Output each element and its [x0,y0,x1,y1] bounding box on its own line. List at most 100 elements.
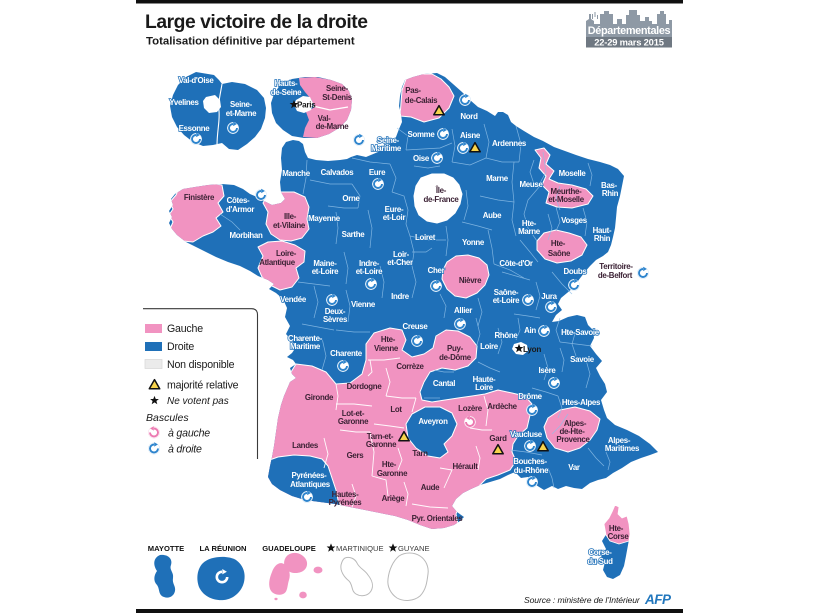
svg-text:Maritime: Maritime [371,144,402,153]
svg-text:Bas-: Bas- [601,181,618,190]
svg-text:Sarthe: Sarthe [342,230,366,239]
svg-text:Dordogne: Dordogne [347,382,383,391]
svg-text:du-Sud: du-Sud [587,557,613,566]
svg-text:Ille-: Ille- [284,212,297,221]
svg-text:Eure: Eure [369,168,386,177]
svg-text:et-Loire: et-Loire [493,296,520,305]
svg-text:Départementales: Départementales [588,25,671,37]
svg-text:Corse: Corse [608,532,630,541]
svg-text:Maritimes: Maritimes [605,444,640,453]
svg-text:Ardèche: Ardèche [487,402,517,411]
svg-text:de-Dôme: de-Dôme [439,353,472,362]
svg-text:Loiret: Loiret [415,233,436,242]
svg-text:Jura: Jura [541,292,557,301]
svg-text:Alpes-: Alpes- [564,419,587,428]
svg-text:Haute-: Haute- [473,375,496,384]
svg-text:Ne votent pas: Ne votent pas [167,396,229,407]
svg-text:Hte-: Hte- [551,239,566,248]
svg-text:Calvados: Calvados [321,168,355,177]
svg-text:Gauche: Gauche [167,323,203,335]
svg-text:Loire-: Loire- [276,249,297,258]
svg-text:Seine-: Seine- [326,84,349,93]
svg-text:Pyrénées-: Pyrénées- [291,471,327,480]
svg-text:Corse-: Corse- [588,548,612,557]
svg-text:Htes-Alpes: Htes-Alpes [562,398,601,407]
svg-text:à gauche: à gauche [168,428,210,440]
svg-text:de-Marne: de-Marne [316,122,350,131]
svg-text:Doubs: Doubs [563,267,587,276]
svg-text:Drôme: Drôme [518,392,542,401]
svg-text:Saône-: Saône- [494,288,519,297]
svg-text:Totalisation définitive par dé: Totalisation définitive par département [146,36,355,48]
svg-text:à droite: à droite [168,444,202,456]
svg-text:Indre: Indre [391,292,410,301]
svg-text:Allier: Allier [454,306,472,315]
svg-text:Alpes-: Alpes- [608,436,631,445]
svg-text:Côtes-: Côtes- [227,196,250,205]
svg-text:majorité relative: majorité relative [167,380,239,392]
svg-text:Ariège: Ariège [382,494,406,503]
svg-text:Rhin: Rhin [602,189,619,198]
svg-text:Large victoire de la droite: Large victoire de la droite [145,12,368,33]
svg-text:Gironde: Gironde [305,393,334,402]
svg-text:Vaucluse: Vaucluse [510,430,543,439]
svg-text:Puy-: Puy- [447,344,464,353]
svg-text:Bouches-: Bouches- [513,457,547,466]
svg-text:Marne: Marne [518,227,541,236]
svg-text:22-29 mars 2015: 22-29 mars 2015 [594,37,663,48]
svg-text:Garonne: Garonne [338,417,369,426]
svg-text:Oise: Oise [413,154,430,163]
svg-text:Finistère: Finistère [184,193,215,202]
svg-text:et-Loir: et-Loir [383,213,406,222]
svg-text:Hte-: Hte- [382,460,397,469]
svg-text:Eure-: Eure- [385,205,404,214]
svg-text:Hte-: Hte- [381,335,396,344]
svg-text:Rhin: Rhin [594,234,611,243]
svg-text:Deux-: Deux- [325,307,346,316]
svg-text:Orne: Orne [342,194,360,203]
svg-text:Hte-Savoie: Hte-Savoie [561,328,600,337]
svg-text:Marne: Marne [486,174,509,183]
svg-text:Nord: Nord [460,112,478,121]
svg-text:Yvelines: Yvelines [169,98,199,107]
svg-text:St-Denis: St-Denis [322,93,353,102]
svg-text:Provence: Provence [556,435,590,444]
svg-text:Ardennes: Ardennes [492,139,527,148]
svg-text:du-Rhône: du-Rhône [514,466,549,475]
svg-text:Loir-: Loir- [393,250,410,259]
svg-text:Landes: Landes [292,441,319,450]
svg-text:Aveyron: Aveyron [418,417,448,426]
svg-text:Atlantiques: Atlantiques [290,480,331,489]
svg-text:AFP: AFP [644,592,672,607]
svg-text:Aisne: Aisne [460,131,481,140]
svg-text:Seine-: Seine- [230,100,253,109]
svg-text:et-Loire: et-Loire [356,267,383,276]
svg-text:Gers: Gers [347,451,365,460]
svg-text:Lot-et-: Lot-et- [342,409,365,418]
svg-text:Garonne: Garonne [366,440,397,449]
svg-text:Bascules: Bascules [146,412,189,424]
svg-text:d'Armor: d'Armor [226,205,255,214]
svg-text:Val-: Val- [318,114,332,123]
svg-text:LA RÉUNION: LA RÉUNION [200,544,247,553]
svg-text:MARTINIQUE: MARTINIQUE [336,544,384,553]
svg-text:Ain: Ain [524,326,536,335]
svg-text:et-Cher: et-Cher [387,258,413,267]
svg-text:Val-d'Oise: Val-d'Oise [179,76,215,85]
svg-text:Aube: Aube [483,211,502,220]
svg-text:Vendée: Vendée [280,295,307,304]
svg-text:Côte-d'Or: Côte-d'Or [499,259,533,268]
svg-text:Rhône: Rhône [494,331,518,340]
svg-text:Hte-: Hte- [609,524,624,533]
svg-text:de-Seine: de-Seine [271,88,302,97]
svg-text:Droite: Droite [167,341,194,353]
svg-text:Vosges: Vosges [561,216,588,225]
svg-text:de-Hte-: de-Hte- [559,427,585,436]
svg-text:Moselle: Moselle [559,169,587,178]
svg-text:Pyrénées: Pyrénées [329,498,363,507]
svg-text:et-Loire: et-Loire [312,267,339,276]
svg-text:Tarn: Tarn [412,449,428,458]
svg-text:de-France: de-France [423,195,459,204]
svg-text:Essonne: Essonne [179,124,211,133]
svg-text:Saône: Saône [548,249,571,258]
